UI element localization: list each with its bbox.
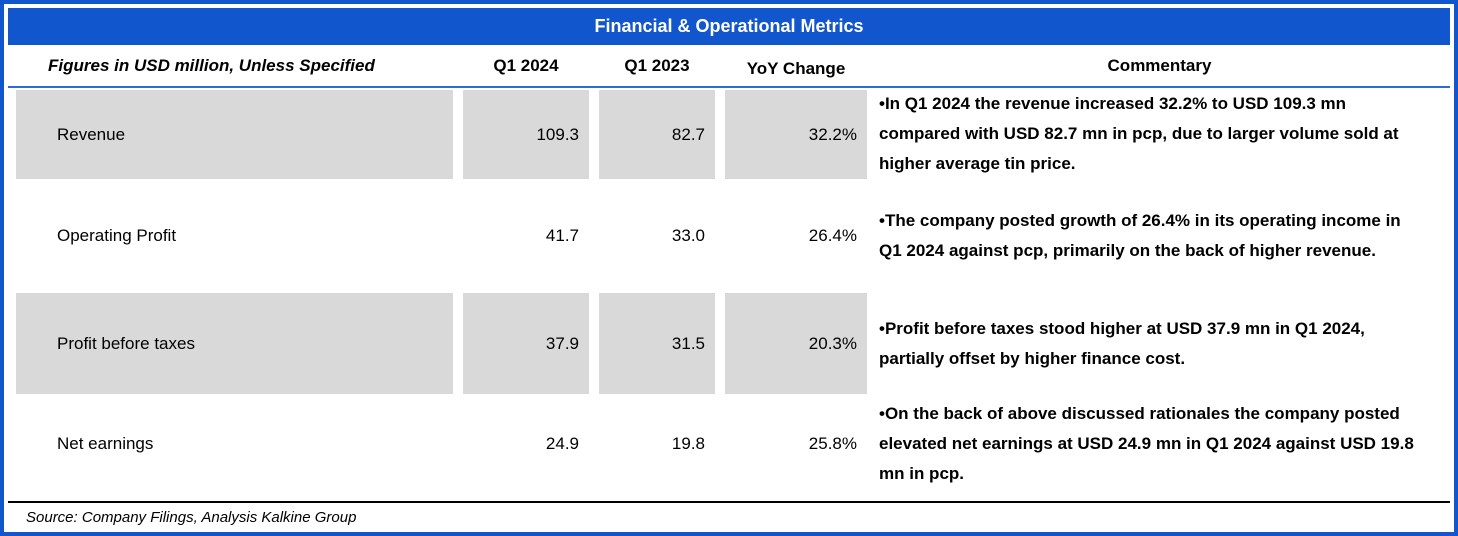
table-row-net-earnings: Net earnings 24.9 19.8 25.8% •On the bac…: [8, 395, 1450, 492]
header-figures-label: Figures in USD million, Unless Specified: [48, 55, 375, 75]
value-q1-2024: 37.9: [463, 293, 589, 394]
metric-label: Revenue: [16, 90, 453, 179]
commentary-text: •Profit before taxes stood higher at USD…: [879, 318, 1365, 368]
value-yoy-change: 26.4%: [808, 226, 857, 245]
commentary-text: •On the back of above discussed rational…: [879, 403, 1414, 483]
value-q1-2023: 19.8: [671, 433, 705, 453]
value-q1-2023: 33.0: [671, 226, 705, 245]
header-yoy-change: YoY Change: [746, 58, 846, 78]
table-row-revenue: Revenue 109.3 82.7 32.2% •In Q1 2024 the…: [8, 88, 1450, 180]
commentary-text: •The company posted growth of 26.4% in i…: [879, 211, 1401, 260]
commentary-text: •In Q1 2024 the revenue increased 32.2% …: [879, 94, 1399, 173]
metric-label: Profit before taxes: [16, 293, 453, 394]
value-q1-2024: 24.9: [545, 433, 579, 453]
header-q1-2024: Q1 2024: [493, 55, 559, 75]
value-q1-2024: 109.3: [463, 90, 589, 179]
value-yoy-change: 25.8%: [808, 433, 857, 453]
table-row-profit-before-taxes: Profit before taxes 37.9 31.5 20.3% •Pro…: [8, 292, 1450, 395]
source-bar: Source: Company Filings, Analysis Kalkin…: [8, 501, 1450, 532]
table-row-operating-profit: Operating Profit 41.7 33.0 26.4% •The co…: [8, 180, 1450, 292]
metric-label: Operating Profit: [57, 226, 177, 245]
value-yoy-change: 32.2%: [725, 90, 867, 179]
value-q1-2023: 31.5: [599, 293, 715, 394]
value-yoy-change: 20.3%: [725, 293, 867, 394]
table-title: Financial & Operational Metrics: [594, 16, 864, 36]
source-text: Source: Company Filings, Analysis Kalkin…: [26, 509, 357, 526]
header-q1-2023: Q1 2023: [624, 55, 690, 75]
value-q1-2023: 82.7: [599, 90, 715, 179]
header-commentary: Commentary: [1107, 55, 1212, 75]
metric-label: Net earnings: [57, 433, 154, 453]
table-title-bar: Financial & Operational Metrics: [8, 8, 1450, 45]
table-header-row: Figures in USD million, Unless Specified…: [8, 45, 1450, 88]
value-q1-2024: 41.7: [545, 226, 579, 245]
